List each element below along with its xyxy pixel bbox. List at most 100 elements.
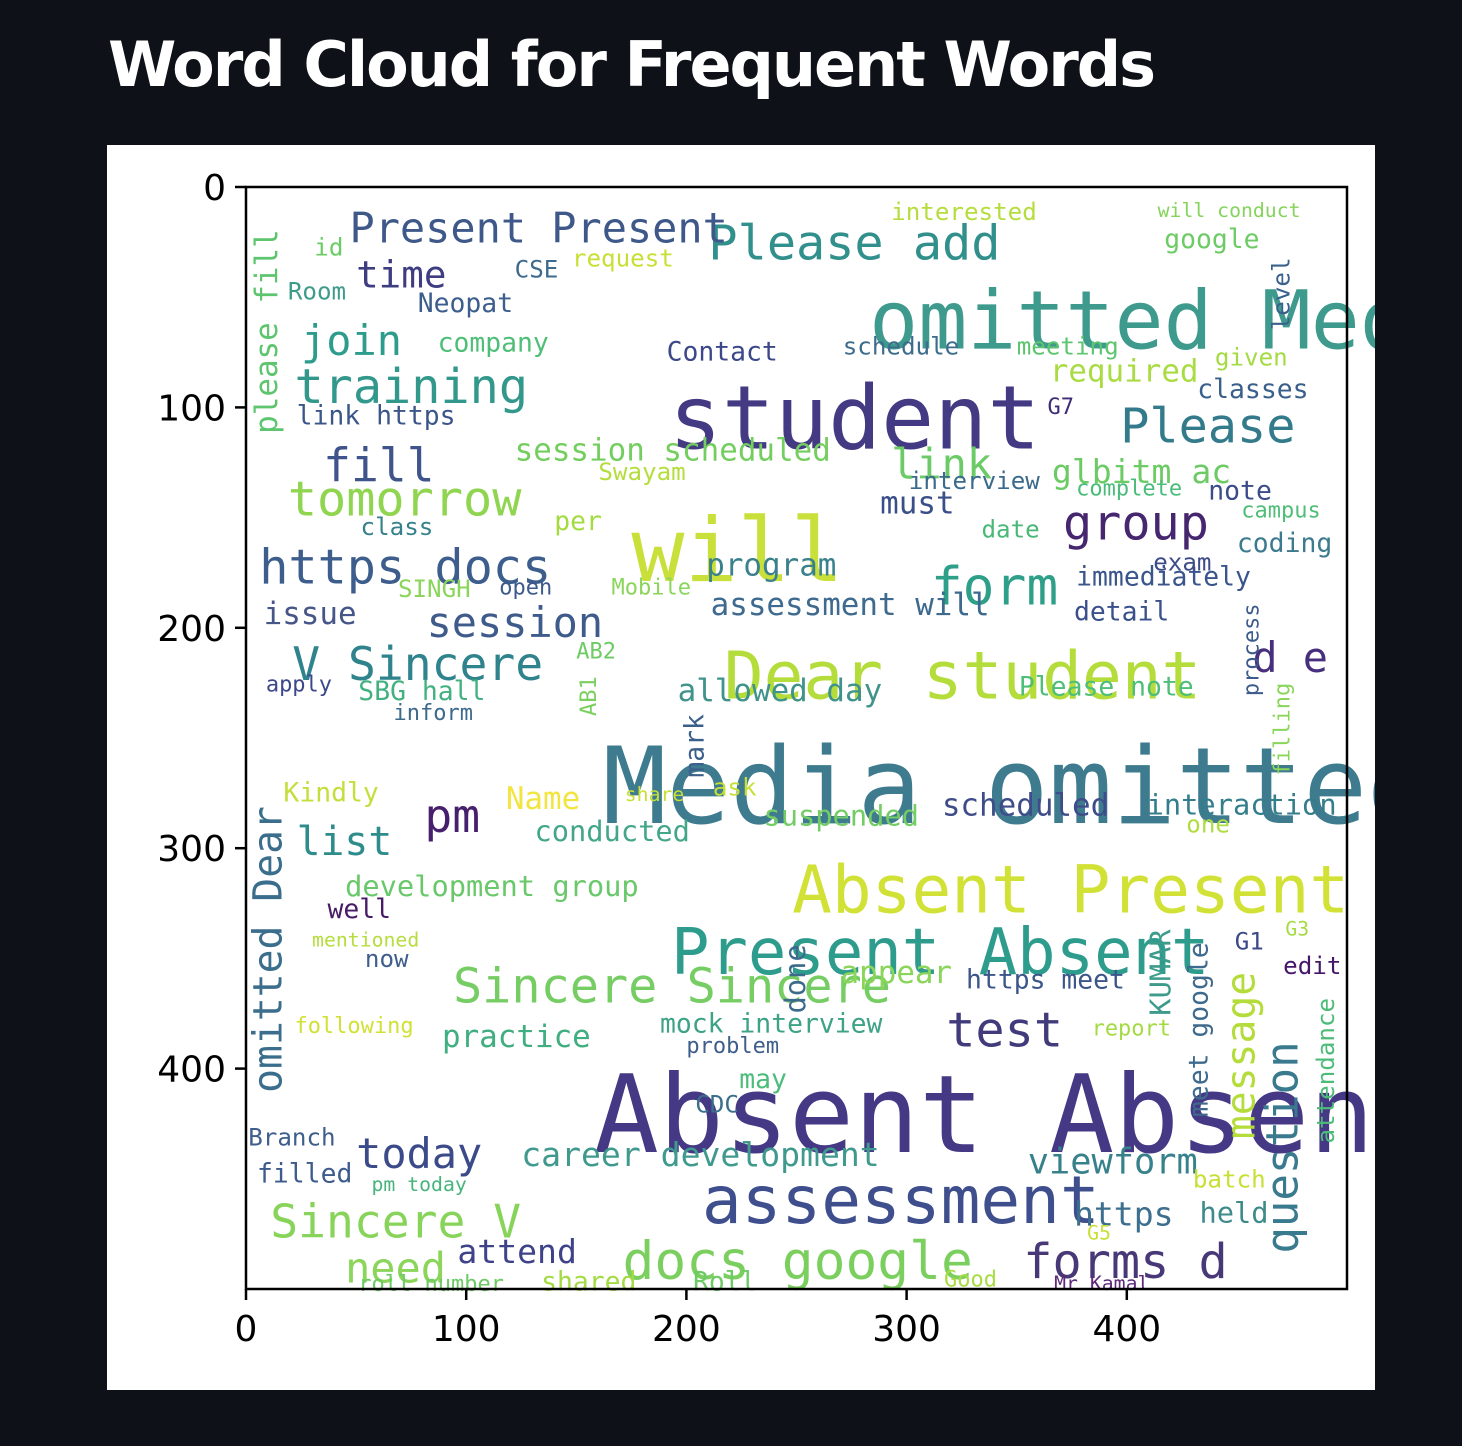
cloud-word: report — [1092, 1016, 1171, 1041]
cloud-word: filled — [257, 1159, 352, 1190]
cloud-word: per — [554, 506, 602, 537]
cloud-word: SINGH — [398, 575, 471, 603]
cloud-word: G7 — [1048, 395, 1075, 420]
cloud-word: session — [427, 598, 604, 647]
cloud-word: need — [345, 1244, 446, 1293]
cloud-word: pm today — [372, 1173, 467, 1196]
cloud-word: Branch — [248, 1124, 335, 1152]
cloud-word: one — [1186, 811, 1230, 839]
cloud-word: allowed day — [678, 673, 883, 709]
cloud-word: Room — [288, 277, 346, 305]
cloud-word: Media omitted — [603, 725, 1375, 848]
cloud-word: will — [631, 499, 843, 602]
cloud-word: ask — [713, 773, 757, 801]
axes-frame — [244, 185, 1349, 1291]
cloud-word: student — [669, 367, 1041, 470]
cloud-word: Sincere Sincere — [453, 958, 891, 1014]
cloud-word: done — [778, 944, 812, 1013]
cloud-word: Present Absent — [671, 916, 1210, 990]
cloud-word: please fill — [249, 229, 285, 434]
cloud-word: inform — [394, 701, 473, 726]
cloud-word: classes — [1197, 374, 1308, 405]
cloud-word: conducted — [534, 814, 689, 848]
cloud-word: test — [946, 1002, 1063, 1058]
x-tick-label: 300 — [872, 1309, 941, 1350]
cloud-word: Roll — [693, 1267, 757, 1298]
cloud-word: pm — [424, 789, 480, 843]
cloud-word: now — [365, 945, 409, 973]
cloud-word: request — [572, 244, 674, 272]
cloud-word: assessment will — [711, 587, 990, 623]
word-layer: Media omitted Absent Absent student will omi… — [245, 198, 1375, 1298]
cloud-word: omitted Media — [869, 273, 1375, 368]
cloud-word: AB2 — [576, 639, 616, 664]
cloud-word: complete — [1076, 476, 1182, 501]
cloud-word: interview — [909, 467, 1040, 495]
figure-panel: Media omitted Absent Absent student will omi… — [107, 145, 1375, 1390]
cloud-word: date — [981, 515, 1039, 543]
cloud-word: program — [706, 547, 836, 583]
cloud-word: career development — [521, 1135, 879, 1174]
cloud-word: Please — [1120, 399, 1295, 455]
cloud-word: time — [356, 253, 446, 297]
cloud-word: shared — [541, 1267, 636, 1298]
cloud-word: form — [931, 556, 1058, 617]
cloud-word: may — [739, 1064, 787, 1095]
cloud-word: Kindly — [283, 777, 378, 808]
cloud-word: Please note — [1019, 671, 1194, 702]
cloud-word: edit — [1283, 952, 1341, 980]
cloud-word: https meet — [966, 965, 1125, 996]
cloud-word: meet google — [1184, 942, 1215, 1117]
cloud-word: KUMAR — [1143, 929, 1177, 1016]
cloud-word: mark — [679, 714, 710, 778]
cloud-word: group — [1063, 496, 1209, 552]
cloud-word: tomorrow — [288, 471, 522, 527]
cloud-word: SBG hall — [358, 676, 485, 707]
cloud-word: Mr Kamal — [1054, 1272, 1149, 1295]
cloud-word: note — [1208, 475, 1272, 506]
cloud-word: Absent Absent — [594, 1053, 1375, 1178]
cloud-word: glbitm ac — [1052, 452, 1231, 491]
cloud-word: link https — [297, 400, 456, 431]
cloud-word: Swayam — [598, 458, 685, 486]
cloud-word: https — [1074, 1195, 1174, 1234]
cloud-word: issue — [264, 596, 357, 632]
cloud-word: G1 — [1235, 928, 1264, 956]
cloud-word: Contact — [667, 336, 778, 367]
cloud-word: exam — [1153, 548, 1211, 576]
cloud-word: omitted Dear — [245, 806, 291, 1093]
cloud-word: batch — [1193, 1166, 1266, 1194]
cloud-word: apply — [266, 672, 332, 697]
cloud-word: Present Present — [349, 203, 727, 252]
cloud-word: V Sincere — [292, 637, 543, 691]
cloud-word: will conduct — [1158, 199, 1301, 222]
y-tick-label: 400 — [157, 1050, 226, 1091]
cloud-word: docs google — [623, 1231, 973, 1292]
cloud-word: interaction — [1147, 788, 1337, 822]
cloud-word: immediately — [1076, 561, 1251, 592]
cloud-word: list — [297, 819, 393, 865]
cloud-word: mentioned — [312, 928, 419, 951]
cloud-word: must — [880, 486, 954, 522]
cloud-word: problem — [686, 1034, 779, 1059]
cloud-word: question — [1258, 1041, 1309, 1253]
cloud-word: Please add — [708, 216, 1000, 272]
cloud-word: attend — [457, 1232, 576, 1271]
x-tick-label: 400 — [1092, 1309, 1161, 1350]
cloud-word: required — [1050, 353, 1199, 389]
cloud-word: message — [1219, 972, 1265, 1139]
cloud-word: schedule — [843, 332, 960, 360]
cloud-word: filling — [1271, 683, 1296, 776]
cloud-word: open — [499, 576, 552, 601]
cloud-word: google — [1164, 224, 1259, 255]
cloud-word: session scheduled — [515, 433, 831, 469]
cloud-word: forms d — [1023, 1234, 1227, 1290]
cloud-word: class — [361, 513, 434, 541]
cloud-word: attendance — [1312, 998, 1340, 1144]
page-title: Word Cloud for Frequent Words — [108, 28, 1156, 101]
cloud-word: suspended — [763, 799, 918, 833]
y-tick-label: 0 — [203, 168, 226, 209]
cloud-word: training — [294, 359, 528, 415]
x-tick-label: 0 — [235, 1309, 258, 1350]
cloud-word: company — [438, 328, 549, 359]
